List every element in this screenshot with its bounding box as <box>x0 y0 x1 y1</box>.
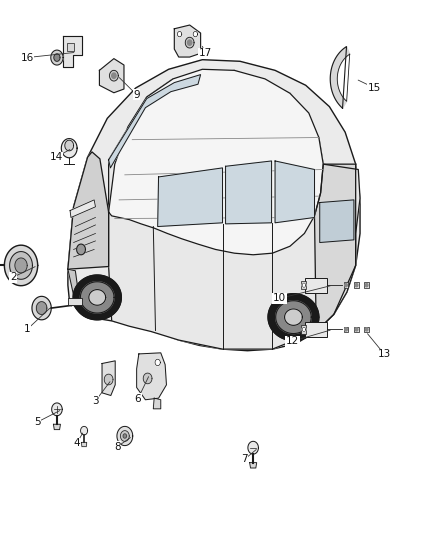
Polygon shape <box>32 296 51 320</box>
Text: 2: 2 <box>10 272 17 282</box>
Polygon shape <box>89 289 106 305</box>
Polygon shape <box>226 161 272 224</box>
Polygon shape <box>102 361 115 395</box>
Polygon shape <box>320 200 354 243</box>
Text: 13: 13 <box>378 350 391 359</box>
Text: 12: 12 <box>286 336 299 346</box>
Polygon shape <box>158 168 223 227</box>
Polygon shape <box>153 398 161 409</box>
Polygon shape <box>355 284 358 287</box>
Polygon shape <box>177 31 182 37</box>
Text: 6: 6 <box>134 394 141 403</box>
Polygon shape <box>10 252 32 279</box>
Polygon shape <box>109 75 201 168</box>
Bar <box>305 278 327 293</box>
Polygon shape <box>36 302 47 314</box>
Polygon shape <box>54 54 60 61</box>
Polygon shape <box>53 424 60 430</box>
Polygon shape <box>302 283 306 287</box>
Polygon shape <box>174 25 201 57</box>
Polygon shape <box>250 463 257 468</box>
Polygon shape <box>143 373 152 384</box>
Text: 17: 17 <box>198 49 212 58</box>
Polygon shape <box>61 139 77 158</box>
Polygon shape <box>355 328 358 331</box>
Polygon shape <box>68 60 360 351</box>
Text: 14: 14 <box>49 152 63 162</box>
Polygon shape <box>109 69 323 255</box>
Polygon shape <box>365 284 368 287</box>
Text: 15: 15 <box>368 83 381 93</box>
Polygon shape <box>314 164 356 332</box>
Bar <box>301 281 306 289</box>
Polygon shape <box>104 374 113 385</box>
Polygon shape <box>120 431 129 441</box>
Polygon shape <box>268 294 319 341</box>
Polygon shape <box>99 59 124 93</box>
Bar <box>305 322 327 337</box>
Polygon shape <box>109 70 360 349</box>
Polygon shape <box>193 31 198 37</box>
Polygon shape <box>68 152 109 269</box>
Polygon shape <box>52 403 62 416</box>
Bar <box>354 282 359 288</box>
Bar <box>67 43 74 51</box>
Text: 10: 10 <box>273 294 286 303</box>
Polygon shape <box>155 359 160 366</box>
Polygon shape <box>302 327 306 332</box>
Bar <box>344 282 348 288</box>
Text: 7: 7 <box>241 455 248 464</box>
Polygon shape <box>330 46 350 108</box>
Polygon shape <box>123 434 127 438</box>
Polygon shape <box>4 245 38 286</box>
Text: 4: 4 <box>73 439 80 448</box>
Polygon shape <box>365 328 368 331</box>
Polygon shape <box>275 161 314 223</box>
Polygon shape <box>345 284 347 287</box>
Bar <box>68 298 82 305</box>
Bar <box>301 325 306 334</box>
Polygon shape <box>81 426 88 435</box>
Polygon shape <box>248 441 258 454</box>
Bar <box>344 327 348 332</box>
Polygon shape <box>51 50 63 65</box>
Polygon shape <box>65 140 74 151</box>
Bar <box>364 327 369 332</box>
Polygon shape <box>276 301 311 334</box>
Text: 9: 9 <box>133 90 140 100</box>
Bar <box>364 282 369 288</box>
Polygon shape <box>187 40 192 45</box>
Text: 1: 1 <box>24 325 31 334</box>
Polygon shape <box>345 328 347 331</box>
Text: 5: 5 <box>34 417 41 427</box>
Polygon shape <box>73 275 121 320</box>
Bar <box>354 327 359 332</box>
Polygon shape <box>63 36 82 67</box>
Polygon shape <box>185 37 194 48</box>
Polygon shape <box>15 258 27 273</box>
Text: 3: 3 <box>92 396 99 406</box>
Text: 16: 16 <box>21 53 34 62</box>
Polygon shape <box>70 200 95 217</box>
Text: 8: 8 <box>114 442 121 451</box>
Polygon shape <box>285 309 302 325</box>
Polygon shape <box>117 426 133 446</box>
Polygon shape <box>137 353 166 400</box>
Polygon shape <box>81 282 114 313</box>
Polygon shape <box>77 244 85 255</box>
Polygon shape <box>110 70 118 81</box>
Polygon shape <box>68 269 81 312</box>
Polygon shape <box>112 73 116 78</box>
Polygon shape <box>81 442 87 447</box>
